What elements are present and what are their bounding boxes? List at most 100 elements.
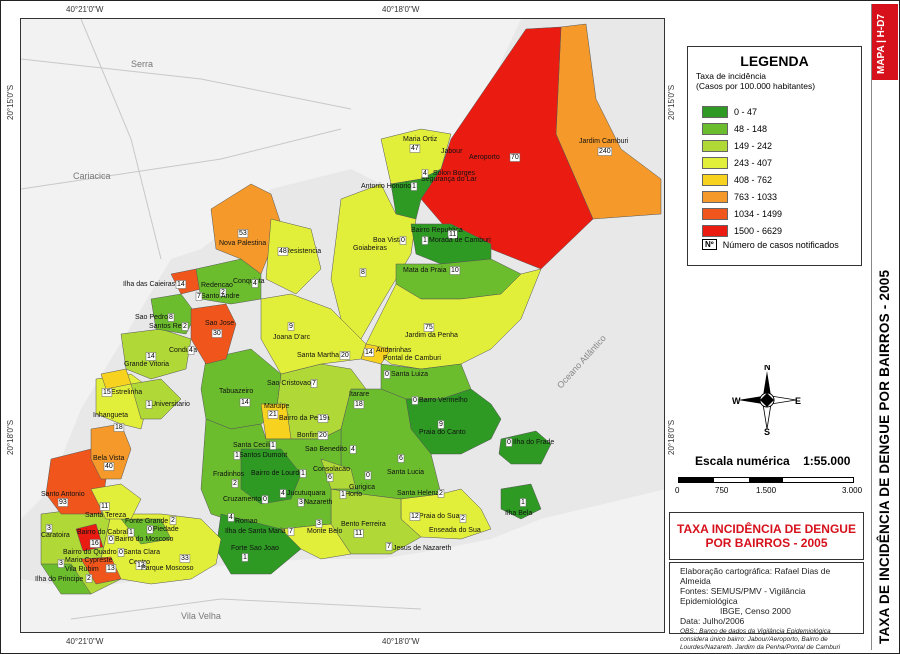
nbh-label: Mario Cypreste xyxy=(65,557,113,564)
count-box xyxy=(85,574,93,583)
count-box xyxy=(317,414,329,423)
legend-title: LEGENDA xyxy=(740,53,809,69)
polygon-universitario[interactable] xyxy=(130,378,182,420)
nbh-label: Tabuazeiro xyxy=(219,388,253,395)
count-box xyxy=(509,153,521,162)
nbh-label: Praia do Sua xyxy=(419,513,460,520)
nbh-count: 0 xyxy=(413,397,417,404)
map-canvas[interactable]: Serra Cariacica Vila Velha Oceano Atlânt… xyxy=(21,19,665,633)
legend-box: LEGENDA Taxa de incidência (Casos por 10… xyxy=(687,46,862,266)
nbh-count: 18 xyxy=(355,401,363,408)
title-line-2: POR BAIRROS - 2005 xyxy=(705,536,828,550)
count-box xyxy=(187,346,195,355)
nbh-label: Antonio Honorio xyxy=(361,183,411,190)
polygon-resistencia[interactable] xyxy=(265,218,322,295)
count-box xyxy=(519,498,527,507)
nbh-label: Santos Dumont xyxy=(239,452,287,459)
count-box xyxy=(299,469,307,478)
nbh-count: 16 xyxy=(91,540,99,547)
map-frame[interactable]: Serra Cariacica Vila Velha Oceano Atlânt… xyxy=(20,18,665,633)
count-box xyxy=(409,512,421,521)
nbh-label: Maria Ortiz xyxy=(403,136,438,143)
title-line-1: TAXA INCIDÊNCIA DE DENGUE xyxy=(677,522,856,536)
nbh-count: 70 xyxy=(511,154,519,161)
nbh-count: 3 xyxy=(299,499,303,506)
compass-n: N xyxy=(764,365,771,372)
count-box xyxy=(287,322,295,331)
count-box xyxy=(195,292,203,301)
nbh-label: Santa Martha xyxy=(297,352,339,359)
nbh-count: 7 xyxy=(289,528,293,535)
count-box xyxy=(421,236,429,245)
nbh-count: 12 xyxy=(411,513,419,520)
label-serra: Serra xyxy=(131,59,153,69)
nbh-label: Maruipe xyxy=(264,403,289,410)
nbh-label: Sao Pedro xyxy=(135,314,168,321)
polygon-monte-belo[interactable] xyxy=(280,523,352,560)
legend-row: 1500 - 6629 xyxy=(702,224,782,238)
nbh-label: Jardim da Penha xyxy=(405,332,458,339)
nbh-count: 7 xyxy=(387,543,391,550)
legend-row: 1034 - 1499 xyxy=(702,207,782,221)
count-box xyxy=(326,473,334,482)
nbh-label: Caratoira xyxy=(41,532,70,539)
nbh-label: Santo Andre xyxy=(201,293,240,300)
scale-text: Escala numérica 1:55.000 xyxy=(695,454,850,468)
count-box xyxy=(45,524,53,533)
nbh-label: Jucutuquara xyxy=(287,490,326,497)
legend-row: 243 - 407 xyxy=(702,156,772,170)
nbh-label: Ilha das Caieiras xyxy=(123,281,176,288)
nbh-label: Bairro do Quadro xyxy=(63,549,117,556)
nbh-count: 2 xyxy=(183,323,187,330)
nbh-label: Morada de Camburi xyxy=(429,237,491,244)
count-box xyxy=(423,323,435,332)
nbh-label: Santa Tereza xyxy=(85,512,126,519)
count-box xyxy=(181,322,189,331)
count-box xyxy=(385,542,393,551)
nbh-label: Gurigica xyxy=(349,484,375,491)
nbh-count: 2 xyxy=(439,490,443,497)
count-box xyxy=(219,288,227,297)
compass-rose-icon: N S E W xyxy=(732,365,801,435)
nbh-label: Consolacao xyxy=(313,466,350,473)
nbh-label: Romao xyxy=(235,518,258,525)
nbh-label: Sao Benedito xyxy=(305,446,347,453)
nbh-label: Condusa xyxy=(169,347,197,354)
count-box xyxy=(146,525,154,534)
coord-top-left: 40°21'0"W xyxy=(66,5,104,14)
count-box xyxy=(363,348,375,357)
nbh-count: 1 xyxy=(341,491,345,498)
nbh-label: Praia do Canto xyxy=(419,429,466,436)
count-box xyxy=(459,514,467,523)
nbh-label: Andorinhas xyxy=(376,347,412,354)
nbh-label: Fradinhos xyxy=(213,471,245,478)
nbh-count: 1 xyxy=(521,499,525,506)
count-box xyxy=(231,479,239,488)
label-cariacica: Cariacica xyxy=(73,171,111,181)
nbh-label: Ilha do Principe xyxy=(35,576,83,583)
polygon-fonte-grande[interactable] xyxy=(120,518,172,545)
legend-row: 48 - 148 xyxy=(702,122,767,136)
count-box xyxy=(117,548,125,557)
polygon-goiabeiras[interactable] xyxy=(330,183,417,340)
legend-swatch xyxy=(702,140,728,152)
nbh-label: Sao Jose xyxy=(205,320,234,327)
nbh-label: Redencao xyxy=(201,282,233,289)
count-box xyxy=(597,147,613,156)
nbh-count: 6 xyxy=(399,455,403,462)
legend-label: 48 - 148 xyxy=(734,124,768,134)
nbh-count: 1 xyxy=(301,470,305,477)
nbh-count: 14 xyxy=(147,353,155,360)
scale-bar xyxy=(678,477,854,483)
nbh-count: 21 xyxy=(269,411,277,418)
nbh-count: 0 xyxy=(119,549,123,556)
nbh-label: Resistencia xyxy=(285,248,321,255)
nbh-label: Joana D'arc xyxy=(273,334,311,341)
nbh-count: 48 xyxy=(279,248,287,255)
nbh-label: Vila Rubim xyxy=(65,566,99,573)
count-box xyxy=(315,519,323,528)
count-box xyxy=(89,539,101,548)
nbh-label: Bairro da Penha xyxy=(279,415,330,422)
scale-value: 1:55.000 xyxy=(803,454,851,468)
nbh-count: 11 xyxy=(355,530,362,537)
